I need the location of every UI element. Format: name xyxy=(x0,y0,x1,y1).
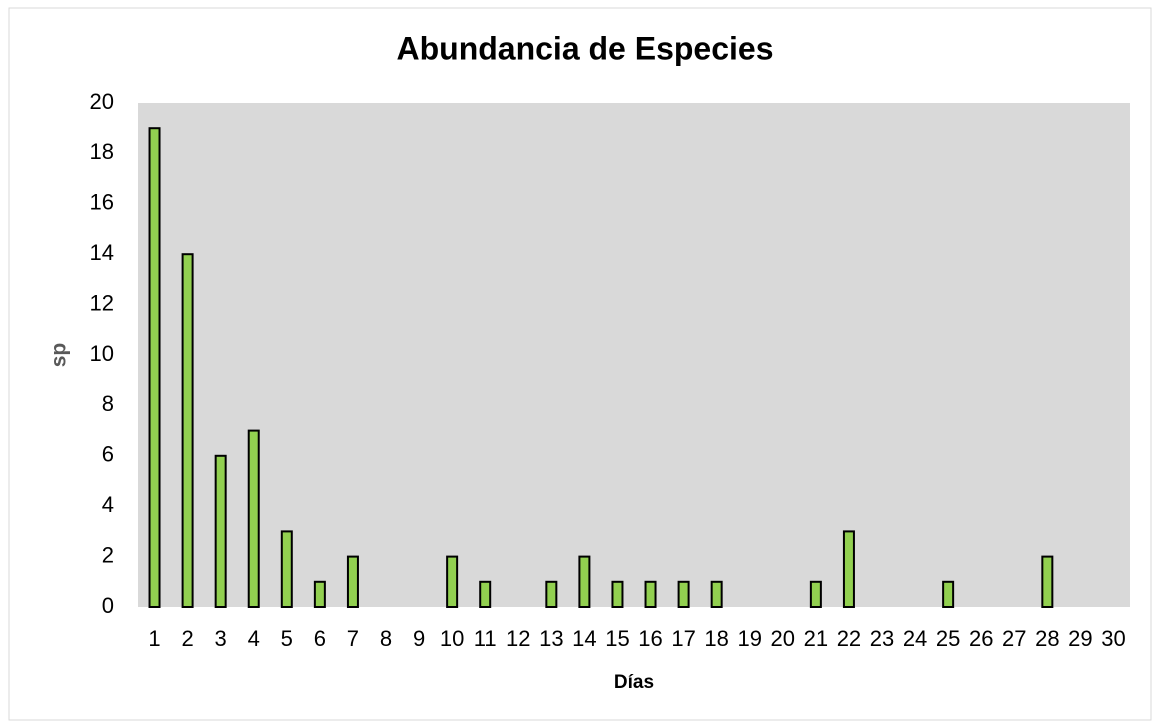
bar xyxy=(842,530,855,609)
x-tick-label: 15 xyxy=(605,626,629,651)
bar xyxy=(181,253,194,608)
y-tick-label: 2 xyxy=(102,542,114,567)
x-tick-label: 6 xyxy=(314,626,326,651)
bar xyxy=(644,580,657,608)
y-tick-label: 6 xyxy=(102,442,114,467)
y-axis-label: sp xyxy=(48,343,71,368)
x-tick-label: 28 xyxy=(1035,626,1059,651)
x-tick-label: 2 xyxy=(181,626,193,651)
x-tick-label: 20 xyxy=(771,626,795,651)
x-tick-label: 23 xyxy=(870,626,894,651)
bar xyxy=(809,580,822,608)
y-tick-label: 14 xyxy=(90,240,114,265)
x-tick-label: 1 xyxy=(148,626,160,651)
bar xyxy=(280,530,293,609)
x-tick-label: 22 xyxy=(837,626,861,651)
y-tick-label: 12 xyxy=(90,290,114,315)
bar xyxy=(446,555,459,608)
x-tick-label: 17 xyxy=(671,626,695,651)
bar xyxy=(1041,555,1054,608)
y-tick-label: 18 xyxy=(90,139,114,164)
bar xyxy=(346,555,359,608)
x-tick-label: 14 xyxy=(572,626,596,651)
y-tick-label: 16 xyxy=(90,190,114,215)
bar xyxy=(677,580,690,608)
x-tick-label: 16 xyxy=(638,626,662,651)
bar xyxy=(545,580,558,608)
bar xyxy=(148,127,161,608)
x-tick-label: 21 xyxy=(804,626,828,651)
bar xyxy=(710,580,723,608)
x-tick-label: 25 xyxy=(936,626,960,651)
x-tick-label: 8 xyxy=(380,626,392,651)
bar xyxy=(942,580,955,608)
bar xyxy=(313,580,326,608)
x-tick-label: 30 xyxy=(1101,626,1125,651)
x-tick-label: 27 xyxy=(1002,626,1026,651)
y-tick-label: 4 xyxy=(102,492,114,517)
x-tick-label: 11 xyxy=(474,626,497,651)
x-tick-label: 5 xyxy=(281,626,293,651)
x-tick-label: 12 xyxy=(506,626,530,651)
x-tick-label: 4 xyxy=(248,626,260,651)
x-tick-label: 18 xyxy=(704,626,728,651)
x-tick-label: 26 xyxy=(969,626,993,651)
bar xyxy=(214,454,227,608)
x-tick-label: 10 xyxy=(440,626,464,651)
bar xyxy=(611,580,624,608)
plot-area xyxy=(138,103,1130,607)
bar xyxy=(247,429,260,608)
x-tick-label: 29 xyxy=(1068,626,1092,651)
x-tick-label: 24 xyxy=(903,626,927,651)
x-tick-label: 3 xyxy=(215,626,227,651)
y-tick-label: 0 xyxy=(102,593,114,618)
y-tick-label: 8 xyxy=(102,391,114,416)
x-tick-label: 7 xyxy=(347,626,359,651)
bar xyxy=(479,580,492,608)
bar xyxy=(578,555,591,608)
x-tick-label: 13 xyxy=(539,626,563,651)
y-tick-label: 10 xyxy=(90,341,114,366)
y-tick-label: 20 xyxy=(90,89,114,114)
x-tick-label: 19 xyxy=(737,626,761,651)
x-tick-label: 9 xyxy=(413,626,425,651)
x-axis-label: Días xyxy=(614,672,654,693)
chart-title: Abundancia de Especies xyxy=(396,30,773,66)
